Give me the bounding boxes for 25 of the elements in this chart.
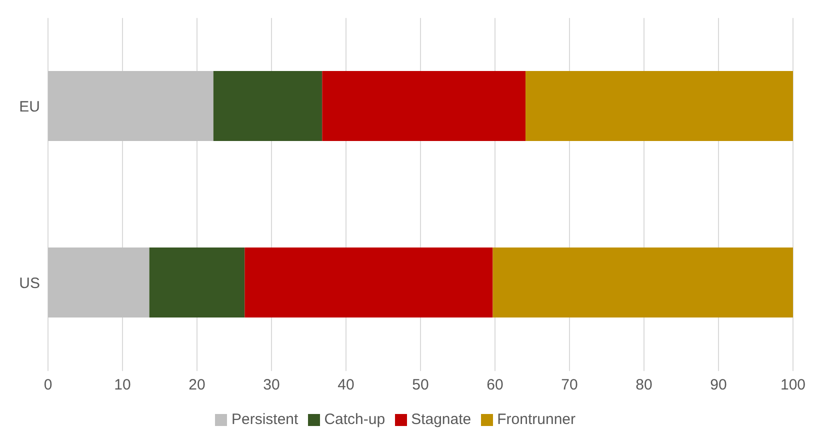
bar [149, 248, 245, 318]
x-tick-label: 10 [114, 376, 131, 394]
y-tick-label: EU [19, 98, 40, 116]
legend-label: Persistent [231, 411, 298, 428]
x-tick-label: 70 [561, 376, 578, 394]
bar [492, 248, 793, 318]
x-tick-label: 50 [412, 376, 429, 394]
bar [48, 71, 214, 141]
x-tick-label: 20 [188, 376, 206, 394]
legend-label: Stagnate [411, 411, 472, 428]
bar [322, 71, 526, 141]
x-tick-label: 100 [780, 376, 806, 394]
x-tick-label: 80 [636, 376, 652, 394]
bar [526, 71, 793, 141]
x-tick-label: 30 [263, 376, 280, 394]
x-tick-label: 90 [710, 376, 727, 394]
bar [244, 248, 493, 318]
x-tick-label: 40 [338, 376, 354, 394]
legend-label: Catch-up [324, 411, 386, 428]
bar [213, 71, 322, 141]
legend-label: Frontrunner [497, 411, 576, 428]
bar [48, 248, 150, 318]
x-tick-label: 60 [486, 376, 504, 394]
x-tick-label: 0 [44, 376, 52, 394]
y-tick-label: US [19, 275, 40, 292]
